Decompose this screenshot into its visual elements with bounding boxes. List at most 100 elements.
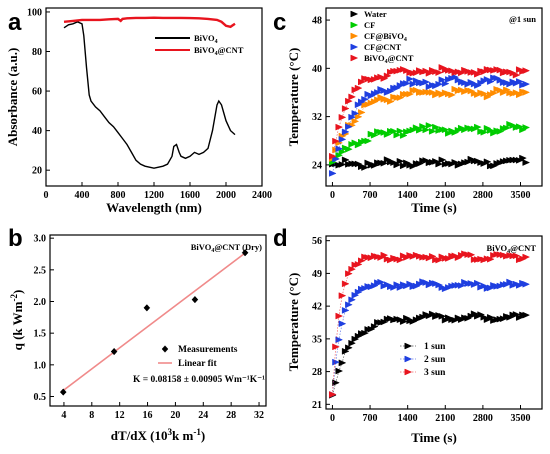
legend-label: 3 sun (424, 368, 446, 378)
y-tick-label: 1.0 (34, 360, 47, 371)
data-point (522, 88, 531, 96)
data-point (425, 122, 434, 129)
data-point (435, 69, 444, 76)
y-axis-label: Temperature (°C) (286, 273, 301, 372)
panel-a: 0 400 800 1200 1600 2000 2400 20 40 60 80 100 BiVO4B… (5, 7, 272, 215)
data-point (364, 137, 373, 145)
x-tick-label: 16 (143, 410, 153, 421)
plot-frame (325, 235, 543, 410)
data-point (406, 75, 415, 83)
x-tick-label: 4 (61, 410, 66, 421)
x-axis-label: Time (s) (411, 430, 457, 445)
plot-frame (45, 7, 263, 187)
y-tick-label: 21 (312, 400, 322, 411)
y-tick-label: 42 (312, 302, 322, 313)
x-tick-label: 2800 (473, 413, 493, 424)
data-point (338, 136, 347, 143)
series-line (63, 21, 236, 169)
data-point (161, 345, 169, 353)
x-tick-label: 2100 (435, 413, 455, 424)
data-point (332, 343, 340, 351)
x-tick-label: 1400 (398, 413, 418, 424)
x-tick-label: 0 (44, 190, 49, 201)
data-point (335, 336, 344, 344)
series-line (63, 16, 236, 29)
data-point (422, 78, 431, 86)
x-tick-label: 32 (254, 410, 264, 421)
y-tick-label: 35 (312, 334, 322, 345)
plot-frame (325, 7, 543, 187)
data-point (341, 280, 350, 288)
legend-label: Linear fit (178, 359, 217, 369)
data-point (467, 251, 476, 259)
data-point (348, 93, 357, 101)
x-tick-label: 12 (115, 410, 125, 421)
data-point (448, 91, 456, 99)
data-point (338, 359, 347, 367)
y-tick-label: 28 (312, 367, 322, 378)
chart-title: @1 sun (509, 14, 536, 24)
y-tick-label: 60 (32, 87, 42, 98)
data-point (522, 80, 531, 88)
y-tick-label: 80 (32, 47, 42, 58)
data-point (332, 358, 340, 366)
data-point (59, 388, 67, 396)
x-tick-label: 400 (75, 190, 90, 201)
data-point (358, 109, 366, 116)
y-tick-label: 100 (27, 7, 42, 18)
data-point (335, 123, 344, 131)
y-tick-label: 48 (312, 16, 322, 27)
chart-title: BiVO4@CNT (Dry) (191, 242, 262, 254)
x-tick-label: 3500 (511, 190, 531, 201)
data-point (350, 43, 359, 51)
data-point (338, 113, 347, 121)
panel-label-c: c (273, 9, 286, 36)
data-point (241, 249, 249, 257)
data-point (338, 320, 347, 328)
x-tick-label: 800 (111, 190, 126, 201)
data-point (345, 123, 353, 131)
x-tick-label: 2000 (216, 190, 236, 201)
x-axis-label: Wavelength (nm) (106, 200, 202, 215)
y-tick-label: 49 (312, 269, 322, 280)
x-tick-label: 28 (226, 410, 236, 421)
panel-label-b: b (8, 225, 23, 252)
y-tick-label: 20 (32, 166, 42, 177)
x-tick-label: 700 (363, 190, 378, 201)
x-tick-label: 20 (170, 410, 180, 421)
x-tick-label: 24 (198, 410, 208, 421)
panel-label-d: d (273, 225, 288, 252)
y-tick-label: 0.5 (34, 392, 47, 403)
data-point (350, 21, 359, 29)
y-tick-label: 56 (312, 236, 322, 247)
data-point (345, 145, 353, 153)
data-point (404, 355, 413, 363)
data-point (341, 128, 350, 136)
panel-d: 0 700 1400 2100 2800 3500 21 28 35 42 49 56 BiVO4@CN… (286, 235, 543, 445)
data-point (522, 280, 531, 288)
x-tick-label: 3500 (511, 413, 531, 424)
x-tick-label: 1600 (180, 190, 200, 201)
legend-label: CF (364, 20, 375, 30)
data-point (341, 105, 350, 112)
y-tick-label: 2.5 (34, 265, 47, 276)
data-point (361, 95, 369, 103)
x-axis-label: Time (s) (411, 200, 457, 215)
x-axis-label: dT/dX (103k m-1) (111, 427, 206, 443)
x-tick-label: 0 (330, 413, 335, 424)
legend-label: BiVO4 (194, 33, 218, 45)
data-point (338, 292, 347, 300)
data-point (404, 368, 413, 376)
y-axis-label: Absorbance (a.u.) (5, 48, 20, 147)
data-point (522, 159, 531, 166)
data-point (332, 379, 340, 387)
data-point (335, 312, 344, 320)
x-tick-label: 2100 (435, 190, 455, 201)
fit-annotation: K = 0.08158 ± 0.00905 Wm⁻¹K⁻¹ (133, 375, 265, 385)
data-point (354, 84, 363, 92)
legend-label: BiVO4@CNT (364, 53, 414, 65)
y-tick-label: 40 (312, 64, 322, 75)
data-point (110, 347, 118, 356)
